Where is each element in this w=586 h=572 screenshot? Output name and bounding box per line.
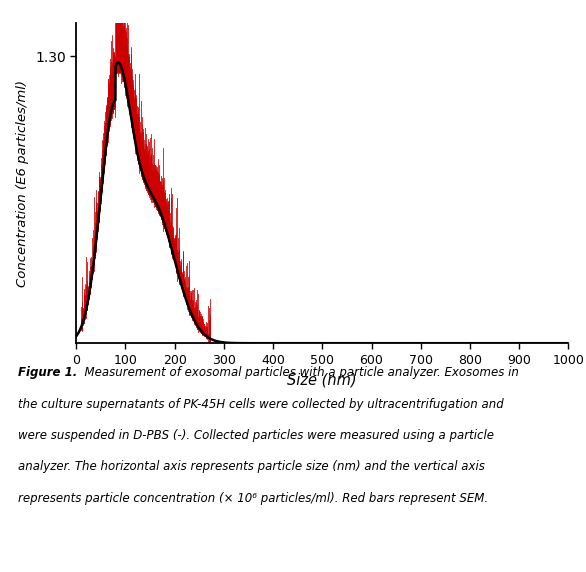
X-axis label: Size (nm): Size (nm) [288, 372, 357, 387]
Text: Figure 1.: Figure 1. [18, 366, 77, 379]
Text: analyzer. The horizontal axis represents particle size (nm) and the vertical axi: analyzer. The horizontal axis represents… [18, 460, 485, 474]
Y-axis label: Concentration (E6 particles/ml): Concentration (E6 particles/ml) [16, 80, 29, 287]
Text: were suspended in D-PBS (-). Collected particles were measured using a particle: were suspended in D-PBS (-). Collected p… [18, 429, 493, 442]
Text: Measurement of exosomal particles with a particle analyzer. Exosomes in: Measurement of exosomal particles with a… [77, 366, 519, 379]
Text: represents particle concentration (× 10⁶ particles/ml). Red bars represent SEM.: represents particle concentration (× 10⁶… [18, 492, 488, 505]
Text: the culture supernatants of PK-45H cells were collected by ultracentrifugation a: the culture supernatants of PK-45H cells… [18, 398, 503, 411]
